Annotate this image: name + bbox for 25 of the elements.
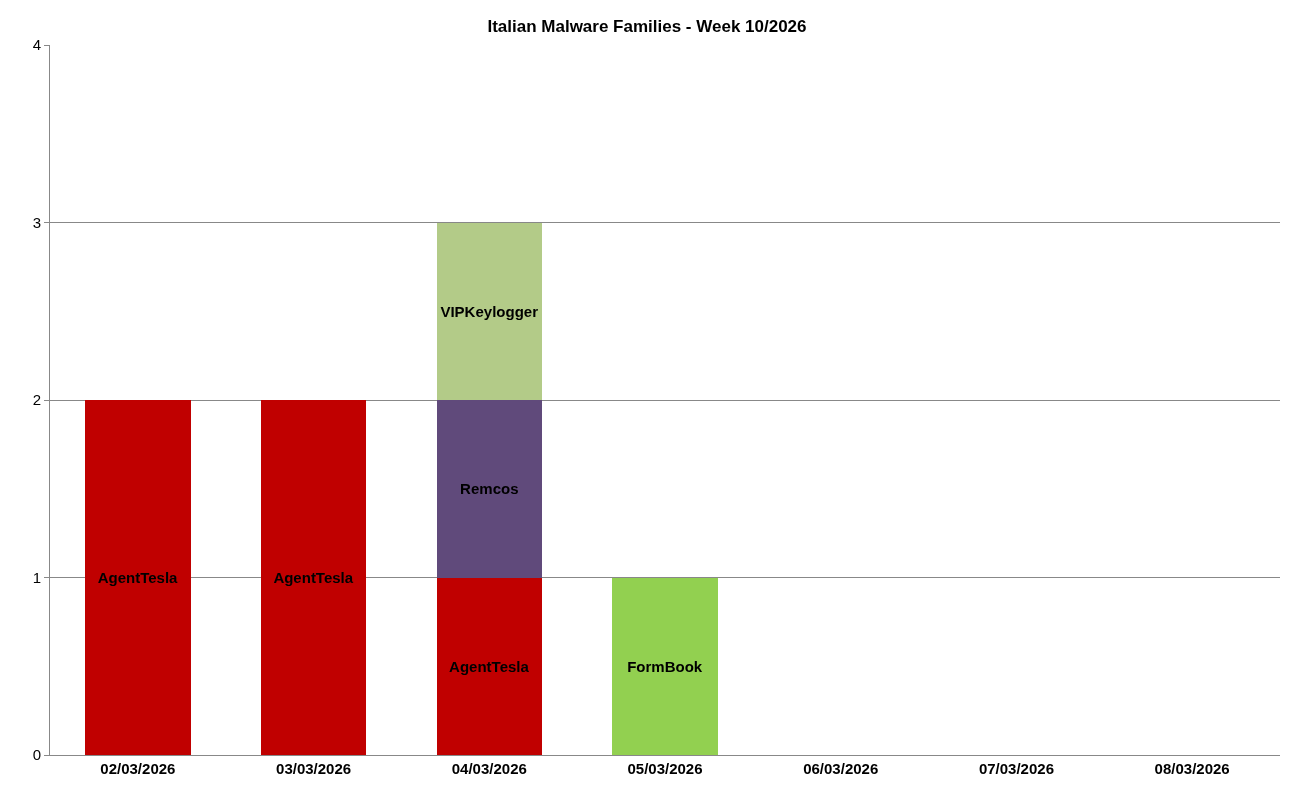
- y-tick-label: 2: [32, 391, 41, 409]
- x-tick-label: 07/03/2026: [978, 760, 1054, 777]
- x-tick-label: 04/03/2026: [451, 760, 527, 777]
- x-tick-label: 08/03/2026: [1154, 760, 1230, 777]
- y-tick-label: 1: [32, 568, 41, 586]
- x-tick-label: 06/03/2026: [803, 760, 879, 777]
- bar: [85, 400, 191, 755]
- series-label: VIPKeylogger: [440, 302, 539, 320]
- y-tick-label: 0: [32, 746, 41, 764]
- chart-title: Italian Malware Families - Week 10/2026: [487, 16, 807, 36]
- bar: [612, 577, 718, 755]
- x-tick-label: 02/03/2026: [100, 760, 176, 777]
- text: AgentTesla: [449, 657, 529, 675]
- bar: [436, 577, 542, 755]
- bar: [260, 400, 367, 755]
- series-label: FormBook: [627, 657, 703, 675]
- bar: [436, 400, 542, 578]
- series-label: Remcos: [460, 480, 519, 498]
- bar: [436, 222, 542, 400]
- series-label: AgentTesla: [273, 569, 354, 586]
- y-tick-label: 3: [32, 213, 41, 231]
- x-tick-label: 05/03/2026: [627, 760, 703, 777]
- x-tick-label: 03/03/2026: [276, 760, 352, 777]
- y-tick-label: 4: [32, 36, 41, 54]
- text: AgentTesla: [97, 569, 178, 586]
